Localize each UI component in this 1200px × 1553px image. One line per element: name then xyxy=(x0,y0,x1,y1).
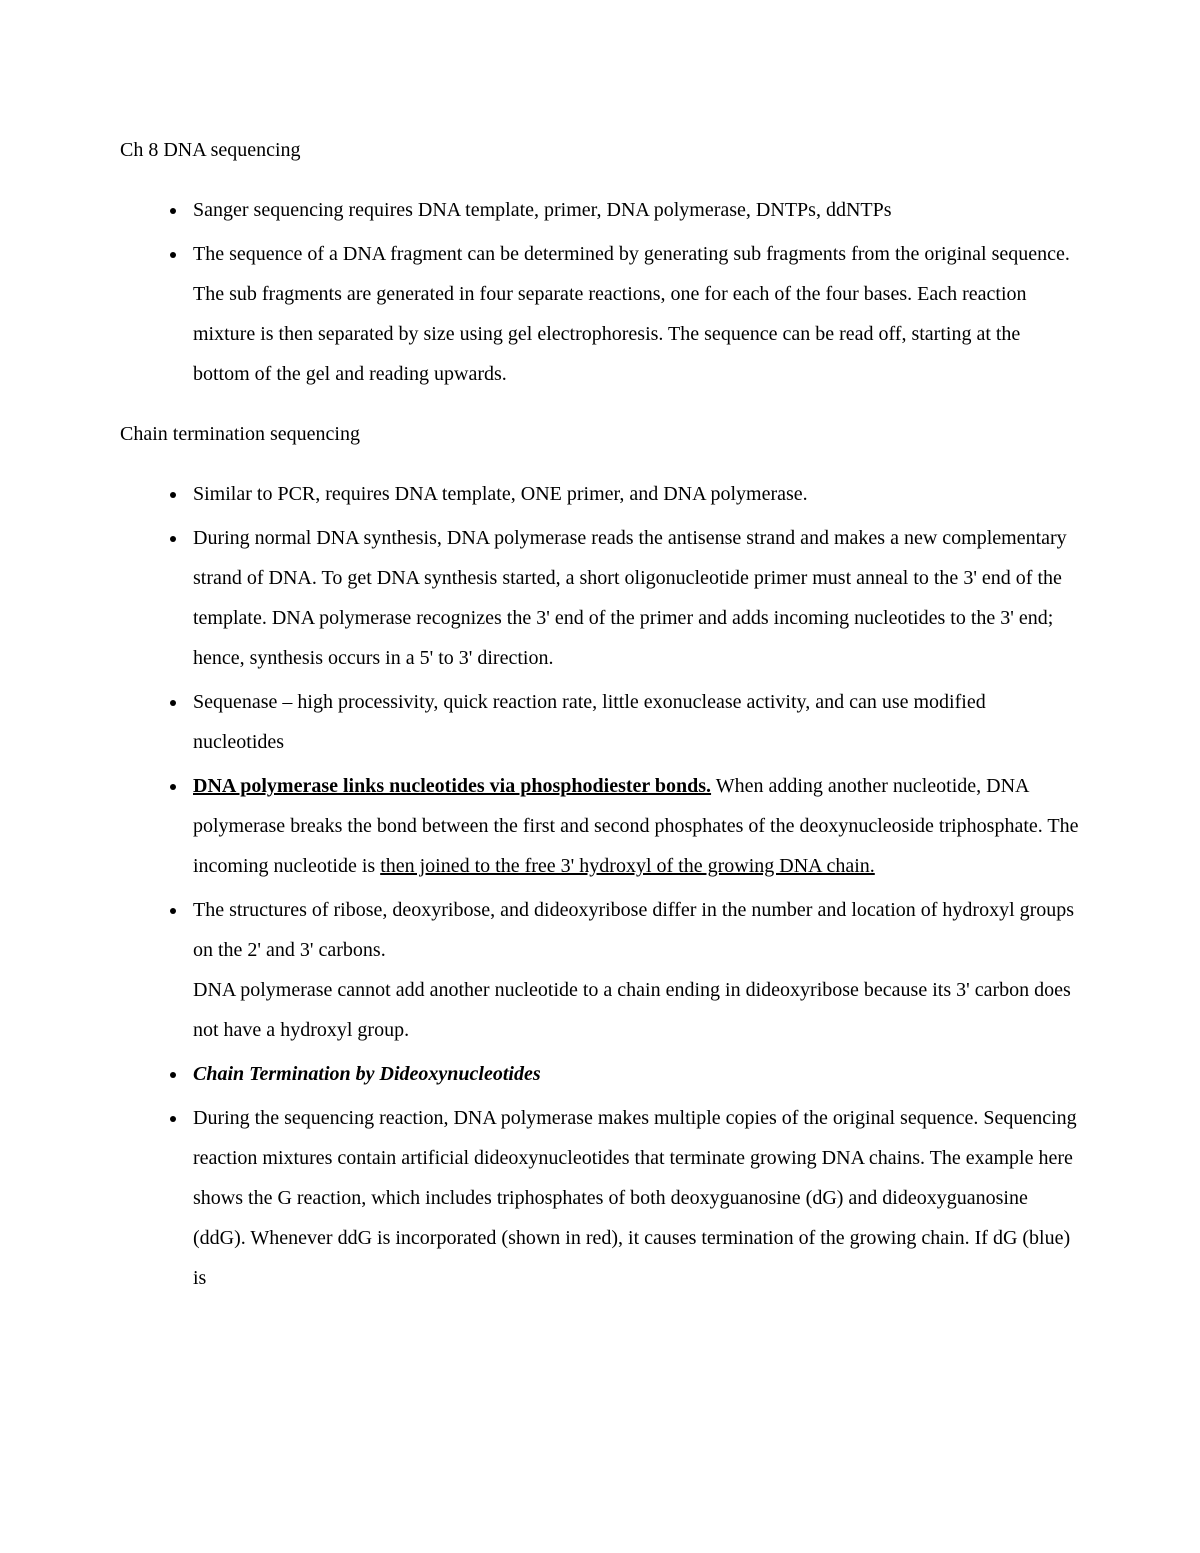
line-1: The structures of ribose, deoxyribose, a… xyxy=(193,890,1080,970)
bold-italic-text: Chain Termination by Dideoxynucleotides xyxy=(193,1063,541,1085)
section-heading: Chain termination sequencing xyxy=(120,414,1080,454)
list-item: Chain Termination by Dideoxynucleotides xyxy=(188,1054,1080,1094)
list-item: The structures of ribose, deoxyribose, a… xyxy=(188,890,1080,1050)
list-2: Similar to PCR, requires DNA template, O… xyxy=(120,474,1080,1298)
list-item: During normal DNA synthesis, DNA polymer… xyxy=(188,518,1080,678)
underline-text: then joined to the free 3' hydroxyl of t… xyxy=(380,855,875,877)
list-item: Sanger sequencing requires DNA template,… xyxy=(188,190,1080,230)
chapter-heading: Ch 8 DNA sequencing xyxy=(120,130,1080,170)
bold-underline-text: DNA polymerase links nucleotides via pho… xyxy=(193,775,711,797)
line-2: DNA polymerase cannot add another nucleo… xyxy=(193,970,1080,1050)
list-item: The sequence of a DNA fragment can be de… xyxy=(188,234,1080,394)
list-item: DNA polymerase links nucleotides via pho… xyxy=(188,766,1080,886)
list-1: Sanger sequencing requires DNA template,… xyxy=(120,190,1080,394)
list-item: Sequenase – high processivity, quick rea… xyxy=(188,682,1080,762)
list-item: During the sequencing reaction, DNA poly… xyxy=(188,1098,1080,1298)
list-item: Similar to PCR, requires DNA template, O… xyxy=(188,474,1080,514)
